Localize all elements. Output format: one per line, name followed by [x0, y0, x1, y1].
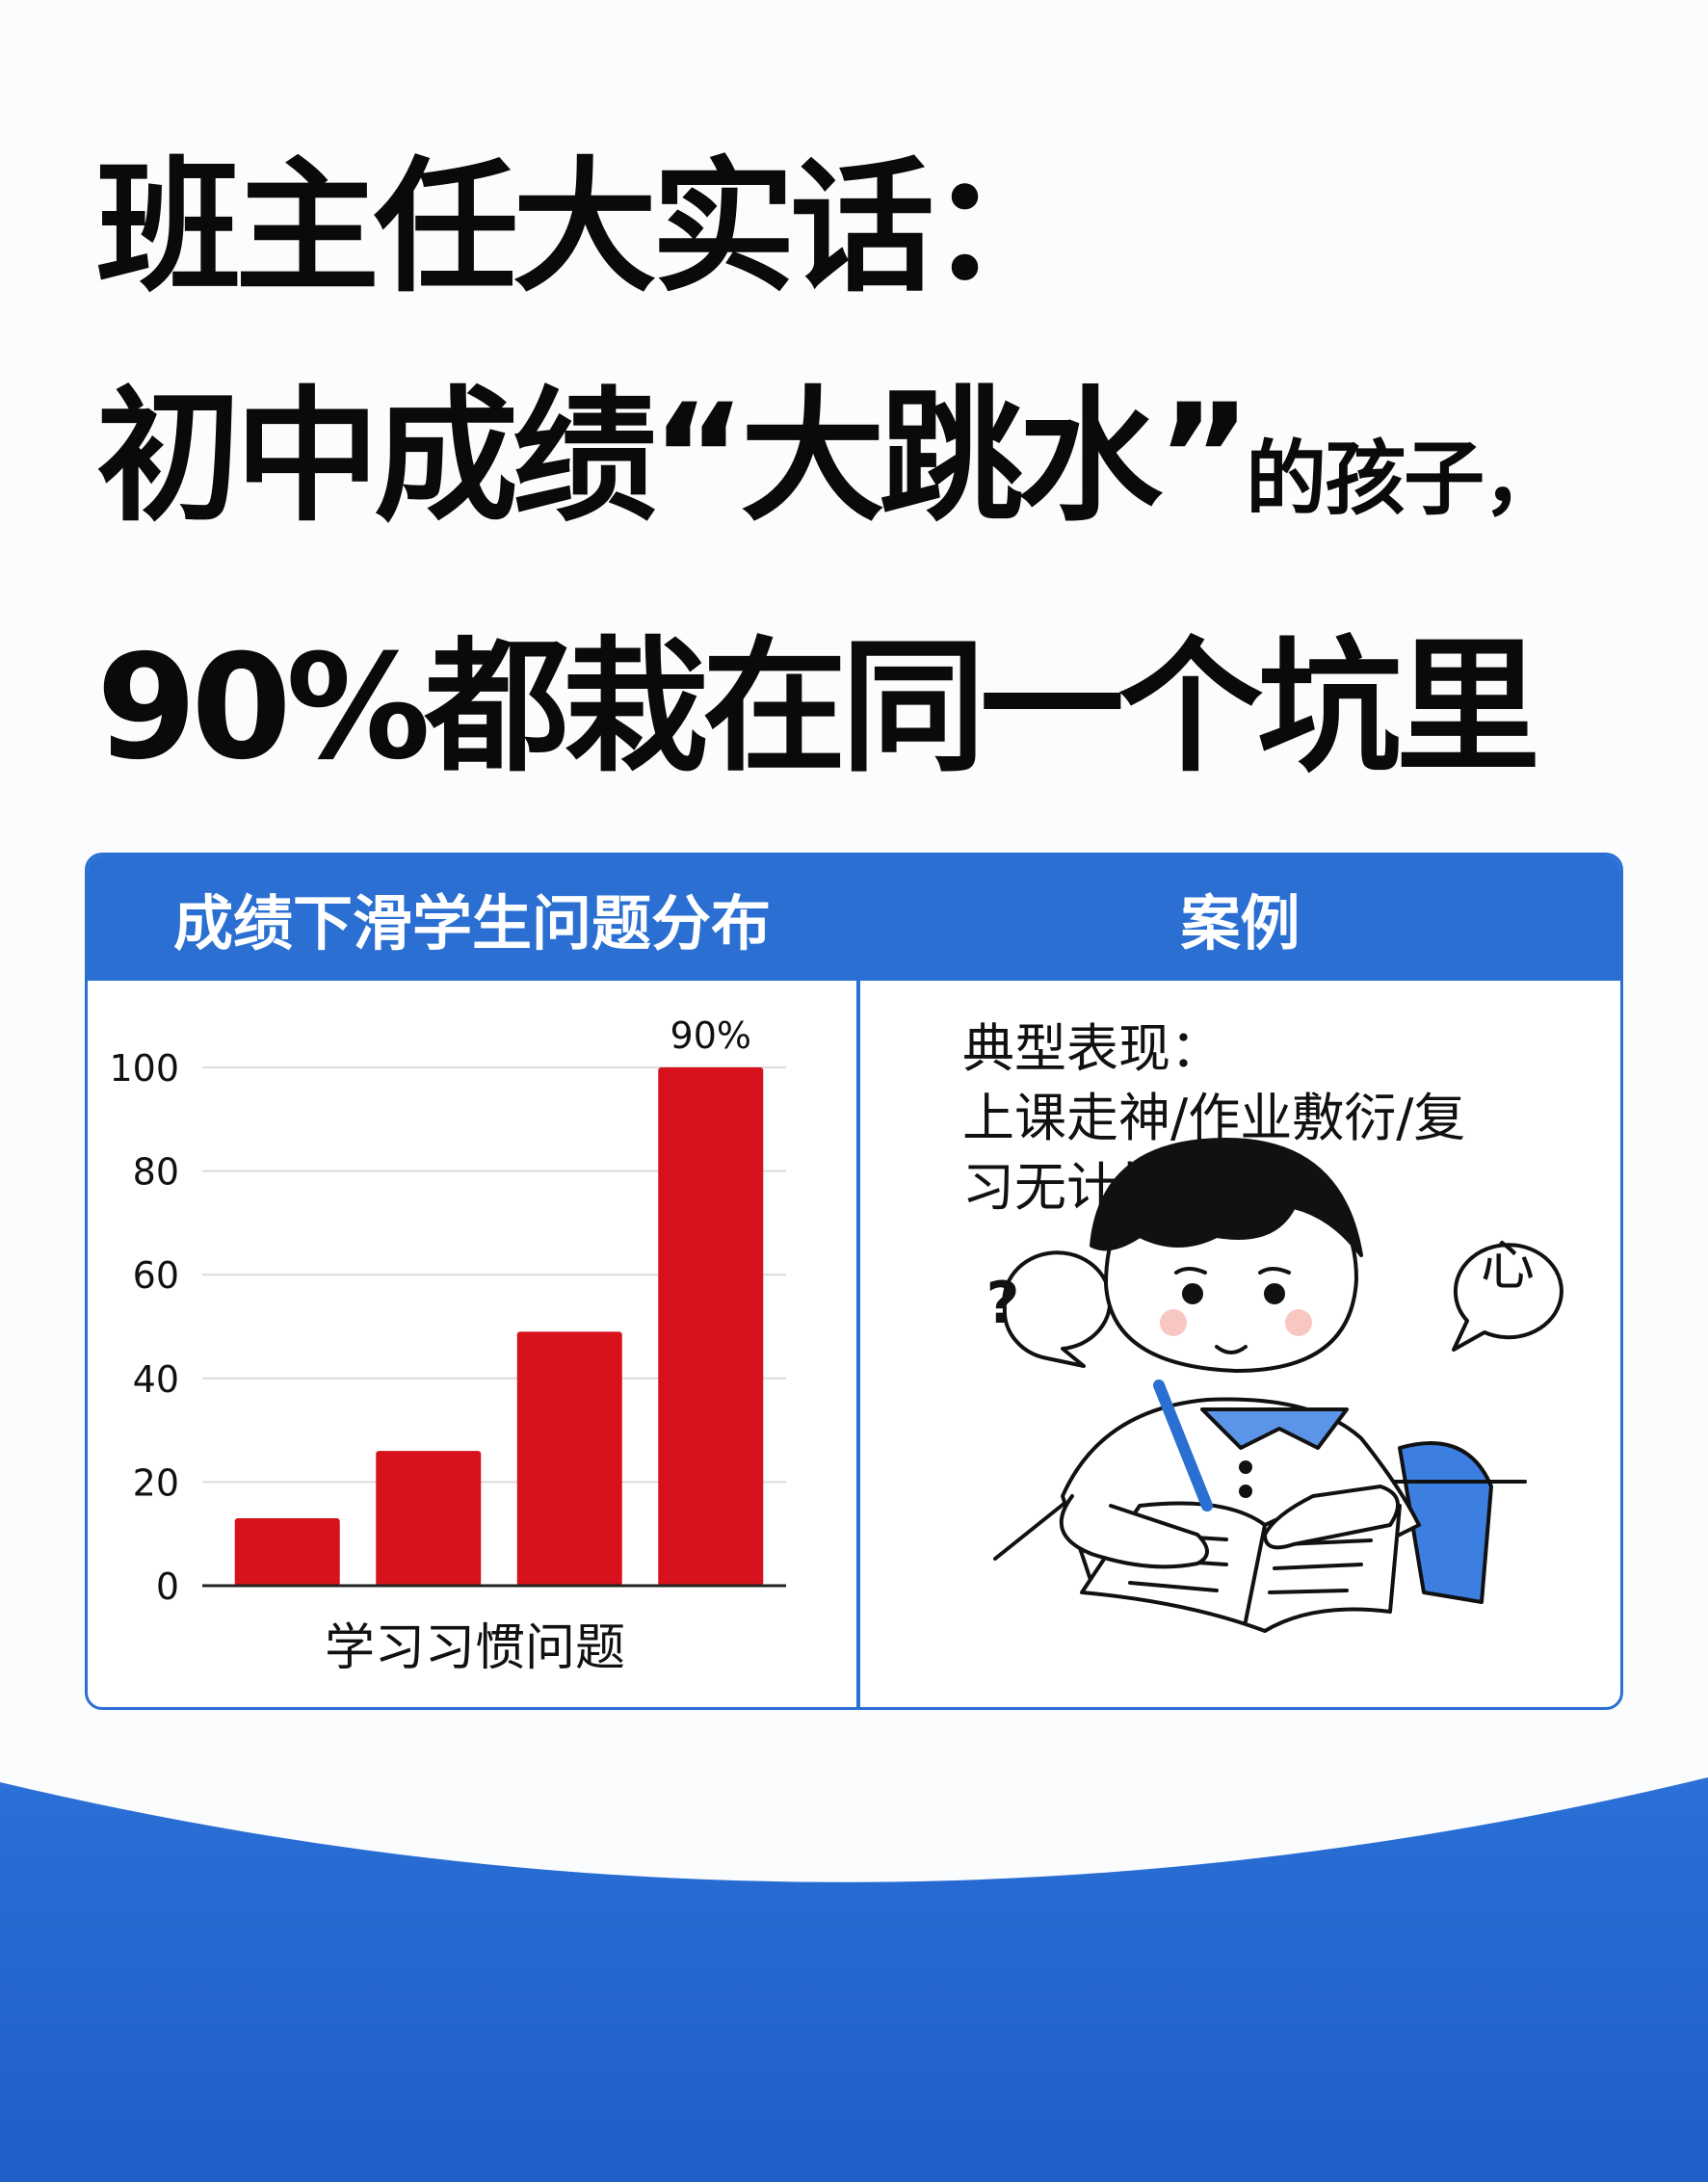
bubble-heart-char: 心 — [1481, 1235, 1535, 1298]
headline-line-2: 初中成绩“大跳水”的孩子， — [96, 343, 1686, 593]
heart-bubble-icon: 心 — [1452, 1235, 1563, 1352]
chart-panel-header: 成绩下滑学生问题分布 — [88, 855, 856, 981]
student-illustration: ? 心 — [986, 1138, 1563, 1633]
bar-chart: 0 20 40 60 80 100 90% 学习习惯问题 — [109, 1014, 786, 1677]
y-tick-label: 100 — [109, 1047, 179, 1090]
info-card: 成绩下滑学生问题分布 案例 0 20 40 60 80 100 90% 学习习惯问题 典型表现… — [85, 853, 1623, 1710]
headline-line-1: 班主任大实话： — [96, 145, 1073, 312]
x-axis-label: 学习习惯问题 — [325, 1619, 625, 1677]
question-mark: ? — [986, 1270, 1020, 1337]
headline-line-3: 90%都栽在同一个坑里 — [96, 624, 1540, 792]
case-panel-header: 案例 — [860, 855, 1620, 981]
y-tick-label: 80 — [133, 1151, 179, 1194]
headline-line-2-main: 初中成绩“大跳水” — [96, 374, 1251, 541]
bar — [234, 1518, 340, 1586]
y-tick-label: 0 — [156, 1565, 179, 1608]
bar — [658, 1067, 764, 1586]
bar — [376, 1451, 482, 1586]
bar-data-label: 90% — [670, 1014, 751, 1057]
y-tick-label: 40 — [133, 1358, 179, 1401]
y-tick-label: 20 — [133, 1461, 179, 1504]
y-tick-label: 60 — [133, 1254, 179, 1297]
headline: 班主任大实话： 初中成绩“大跳水”的孩子， 90%都栽在同一个坑里 — [96, 114, 1686, 823]
case-description: 典型表现： 上课走神/作业敷衍/复 习无计划 — [962, 1014, 1465, 1222]
panel-divider — [856, 855, 860, 1707]
headline-line-2-small: 的孩子， — [1246, 432, 1563, 526]
case-line: 典型表现： — [962, 1018, 1222, 1079]
question-bubble-icon: ? — [986, 1250, 1113, 1368]
bar — [516, 1331, 622, 1586]
